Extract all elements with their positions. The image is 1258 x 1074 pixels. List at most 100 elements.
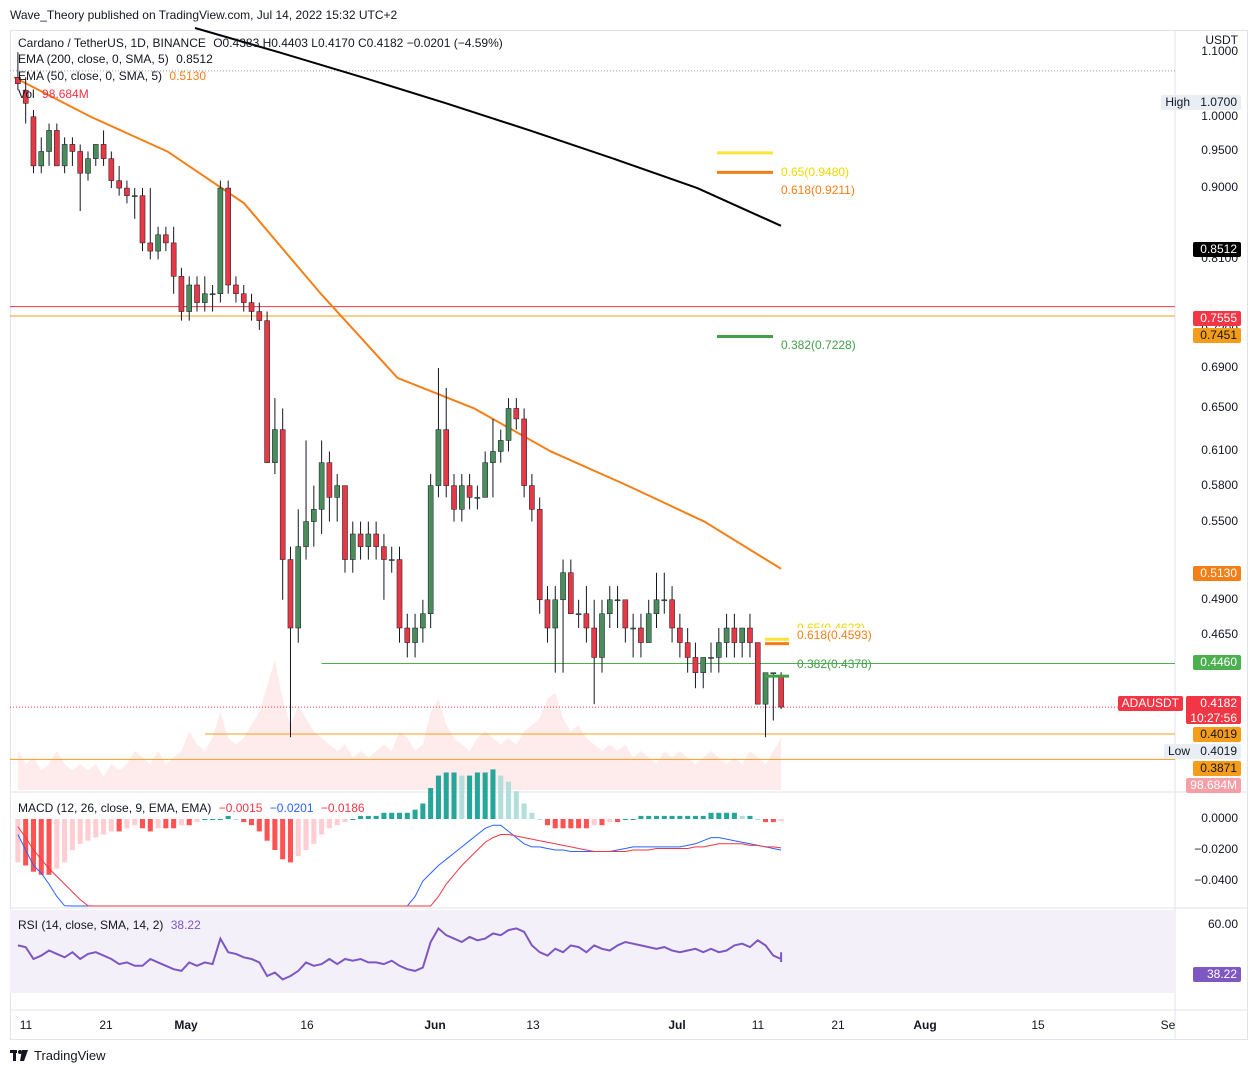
time-tick: 11 (19, 1018, 33, 1032)
macd-histogram-bar (420, 803, 426, 819)
candle-body (513, 408, 520, 420)
legend-symbol: Cardano / TetherUS, 1D, BINANCE O0.4383 … (18, 35, 503, 51)
candle-body (692, 657, 699, 673)
ohlc-values: O0.4383 H0.4403 L0.4170 C0.4182 −0.0201 … (213, 36, 503, 50)
footer-brand[interactable]: TradingView (10, 1048, 106, 1063)
candle-body (61, 144, 68, 167)
candle-body (568, 572, 574, 614)
last-price-value: 0.4182 (1200, 696, 1237, 710)
macd-histogram-bar (646, 815, 652, 819)
candle-body (30, 116, 37, 167)
candle-body (653, 599, 660, 614)
candle-body (100, 144, 107, 159)
candle-body (194, 284, 200, 303)
candle-body (178, 276, 185, 312)
price-tick: 0.5800 (1201, 477, 1238, 492)
macd-histogram-bar (101, 819, 107, 835)
macd-histogram-bar (700, 815, 706, 819)
volume-tag: 98.684M (1186, 778, 1241, 793)
macd-histogram-bar (482, 772, 488, 819)
macd-histogram-bar (334, 819, 340, 826)
high-value: 1.0700 (1193, 95, 1241, 110)
publish-info: Wave_Theory published on TradingView.com… (10, 8, 398, 22)
macd-histogram-bar (724, 812, 730, 819)
macd-histogram-bar (326, 819, 332, 829)
time-tick: May (174, 1018, 198, 1032)
rsi-band (10, 910, 1175, 993)
macd-histogram-bar (412, 809, 418, 819)
macd-histogram-bar (669, 815, 675, 819)
rsi-value: 38.22 (170, 918, 201, 932)
macd-histogram-bar (505, 781, 512, 819)
macd-histogram-bar (498, 775, 504, 819)
macd-histogram-bar (62, 819, 68, 863)
macd-histogram-bar (770, 819, 776, 823)
macd-histogram-bar (30, 819, 37, 872)
support2-tag: 0.3871 (1193, 761, 1241, 776)
macd-histogram-bar (583, 819, 589, 829)
macd-histogram-bar (342, 819, 348, 823)
candle-body (754, 642, 761, 705)
candle-body (264, 320, 270, 463)
macd-histogram-bar (124, 819, 130, 829)
candle-body (22, 89, 29, 104)
legend-macd: MACD (12, 26, close, 9, EMA, EMA) −0.001… (18, 800, 365, 816)
macd-histogram-bar (69, 819, 75, 850)
macd-histogram-bar (178, 819, 184, 826)
candle-body (396, 559, 403, 629)
candle-body (474, 497, 481, 499)
candle-body (708, 657, 714, 659)
macd-line (17, 824, 782, 907)
high-tag: High (1161, 95, 1194, 110)
macd-histogram-bar (404, 812, 410, 819)
vol-value: 98.684M (42, 87, 89, 101)
candle-body (69, 144, 76, 152)
candle-body (497, 440, 504, 452)
candle-body (139, 195, 146, 244)
macd-histogram-bar (739, 815, 745, 819)
ema200-price-tag: 0.8512 (1193, 242, 1241, 257)
candle-body (388, 559, 395, 561)
price-tick: 0.4900 (1201, 591, 1238, 606)
macd-histogram-bar (490, 769, 496, 819)
candle-body (684, 642, 691, 658)
macd-histogram-bar (747, 815, 753, 819)
macd-histogram-bar (46, 819, 52, 875)
candle-body (669, 599, 675, 629)
candle-body (606, 599, 613, 614)
macd-tick: −0.0400 (1194, 873, 1238, 887)
macd-histogram-bar (762, 819, 769, 823)
macd-histogram-bar (217, 819, 223, 820)
candle-body (272, 429, 278, 463)
candle-body (311, 509, 317, 522)
candle-body (186, 284, 193, 312)
candle-body (124, 187, 130, 196)
macd-histogram-bar (132, 819, 138, 826)
fib-lower-618: 0.618(0.4593) (797, 628, 872, 642)
macd-histogram-bar (435, 775, 441, 819)
candle-body (108, 158, 115, 181)
price-tick: 0.5500 (1201, 513, 1238, 528)
low-value: 0.4019 (1193, 744, 1241, 759)
macd-histogram-bar (373, 815, 379, 819)
macd-line-value: −0.0201 (269, 801, 314, 815)
macd-histogram-bar (85, 819, 91, 841)
candle-body (560, 572, 566, 601)
macd-histogram-bar (778, 819, 784, 822)
macd-histogram-bar (295, 819, 301, 857)
candle-body (661, 599, 668, 602)
macd-histogram-bar (23, 819, 29, 866)
ema50-label: EMA (50, close, 0, SMA, 5) (18, 69, 163, 83)
macd-histogram-bar (428, 788, 434, 819)
candle-body (645, 613, 652, 643)
candle-body (279, 429, 286, 560)
candle-body (420, 613, 426, 629)
macd-histogram-bar (692, 815, 698, 819)
macd-histogram-bar (599, 819, 605, 826)
candle-body (677, 627, 683, 643)
macd-histogram-bar (576, 819, 582, 829)
fib-upper-382: 0.382(0.7228) (781, 338, 856, 352)
ema200-line (194, 27, 782, 227)
macd-histogram-bar (552, 819, 558, 829)
